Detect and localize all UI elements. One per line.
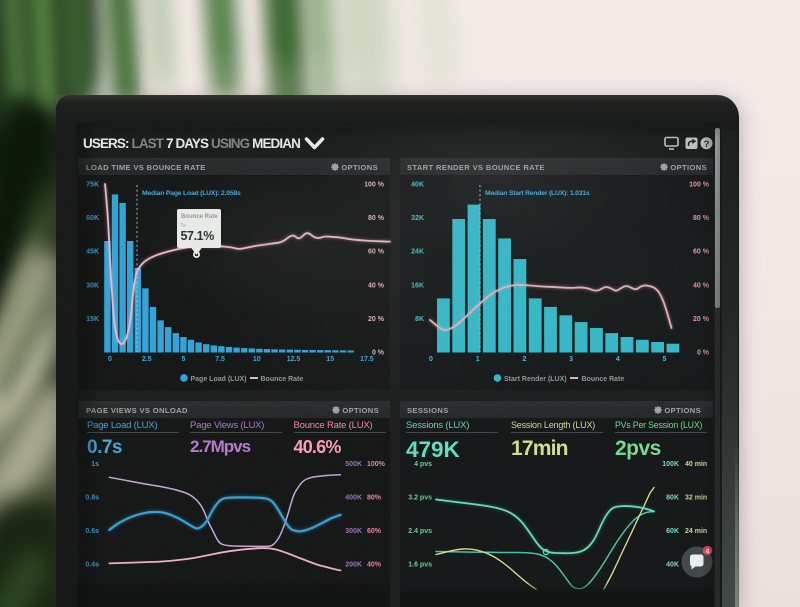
svg-text:60K: 60K (666, 528, 679, 535)
svg-text:17.5: 17.5 (360, 356, 374, 363)
svg-text:16K: 16K (411, 282, 424, 289)
svg-text:20 %: 20 % (368, 316, 385, 323)
svg-text:60K: 60K (86, 215, 99, 222)
svg-text:40K: 40K (411, 182, 424, 189)
svg-text:4: 4 (616, 356, 620, 363)
svg-text:Median Page Load (LUX): 2.058s: Median Page Load (LUX): 2.058s (142, 190, 241, 197)
svg-text:75K: 75K (86, 182, 99, 189)
svg-text:40 %: 40 % (368, 282, 385, 289)
svg-text:0 %: 0 % (697, 350, 710, 357)
svg-text:80%: 80% (367, 495, 382, 502)
svg-text:0.6s: 0.6s (85, 528, 99, 535)
svg-text:4: 4 (706, 548, 710, 555)
svg-text:400K: 400K (345, 495, 362, 502)
svg-text:Bounce Rate: Bounce Rate (582, 376, 625, 383)
svg-text:40 min: 40 min (685, 461, 707, 468)
svg-text:60 %: 60 % (368, 249, 385, 256)
svg-text:0.4s: 0.4s (85, 562, 99, 569)
svg-text:Bounce Rate: Bounce Rate (261, 376, 304, 383)
svg-text:15: 15 (326, 356, 334, 363)
svg-text:5: 5 (663, 356, 667, 363)
svg-text:1.6 pvs: 1.6 pvs (408, 562, 432, 569)
svg-text:0: 0 (108, 356, 112, 363)
svg-text:Start Render (LUX): Start Render (LUX) (504, 376, 567, 383)
svg-text:30K: 30K (86, 282, 99, 289)
svg-text:Page Load (LUX): Page Load (LUX) (191, 376, 247, 383)
svg-text:100K: 100K (662, 461, 679, 468)
svg-text:0 %: 0 % (372, 350, 385, 357)
svg-text:300K: 300K (345, 528, 362, 535)
svg-text:1: 1 (476, 356, 480, 363)
svg-text:60 %: 60 % (693, 249, 710, 256)
svg-text:0.8s: 0.8s (85, 495, 99, 502)
svg-text:24 min: 24 min (685, 528, 707, 535)
svg-text:12.5: 12.5 (287, 356, 301, 363)
svg-text:200K: 200K (345, 562, 362, 569)
svg-text:Median Start Render (LUX): 1.0: Median Start Render (LUX): 1.031s (485, 190, 590, 197)
svg-text:20 %: 20 % (693, 316, 710, 323)
svg-text:3: 3 (569, 356, 573, 363)
svg-text:100 %: 100 % (689, 182, 710, 189)
svg-text:2: 2 (522, 356, 526, 363)
svg-text:100 %: 100 % (364, 182, 385, 189)
svg-text:2.5: 2.5 (142, 356, 152, 363)
svg-text:7.5: 7.5 (215, 356, 225, 363)
svg-text:0: 0 (429, 356, 433, 363)
svg-text:60%: 60% (367, 528, 382, 535)
svg-text:40%: 40% (367, 562, 382, 569)
svg-text:40K: 40K (666, 562, 679, 569)
svg-text:2.4 pvs: 2.4 pvs (408, 528, 432, 535)
svg-text:100%: 100% (367, 461, 386, 468)
svg-text:24K: 24K (411, 249, 424, 256)
svg-text:1s: 1s (91, 461, 99, 468)
svg-text:500K: 500K (345, 461, 362, 468)
svg-text:80K: 80K (666, 495, 679, 502)
svg-text:32K: 32K (411, 215, 424, 222)
svg-text:4 pvs: 4 pvs (414, 461, 432, 468)
svg-text:3.2 pvs: 3.2 pvs (408, 495, 432, 502)
svg-text:32 min: 32 min (685, 495, 707, 502)
svg-text:?: ? (704, 139, 710, 150)
svg-text:40 %: 40 % (693, 282, 710, 289)
svg-text:5: 5 (181, 356, 185, 363)
svg-text:8K: 8K (415, 316, 424, 323)
svg-text:45K: 45K (86, 249, 99, 256)
svg-text:15K: 15K (86, 316, 99, 323)
svg-text:10: 10 (253, 356, 261, 363)
svg-text:80 %: 80 % (368, 215, 385, 222)
svg-text:80 %: 80 % (693, 215, 710, 222)
